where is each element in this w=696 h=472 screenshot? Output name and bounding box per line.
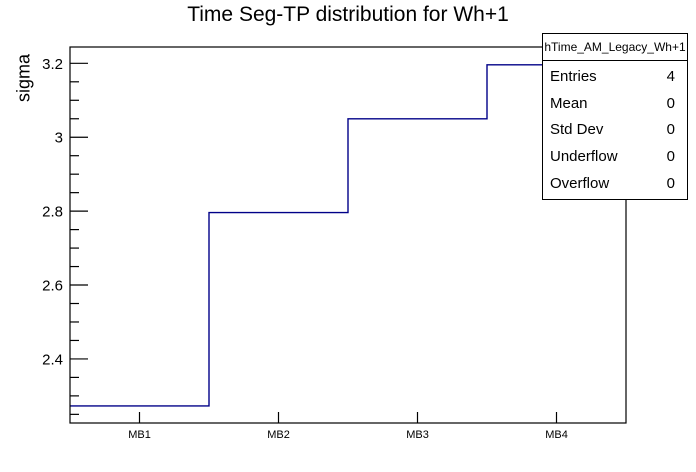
- stats-row: Mean 0: [550, 95, 675, 112]
- x-tick-label: MB1: [128, 429, 151, 441]
- plot-frame: [69, 46, 627, 424]
- x-tick-label: MB2: [267, 429, 290, 441]
- y-tick-label: 3.2: [42, 56, 63, 73]
- stats-row-label: Entries: [550, 67, 597, 85]
- y-tick-label: 2.8: [42, 204, 63, 221]
- y-tick-label: 2.6: [42, 278, 63, 295]
- stats-row: Entries 4: [550, 68, 675, 85]
- stats-row-label: Std Dev: [550, 121, 604, 139]
- stats-row-value: 0: [666, 148, 675, 166]
- y-tick-label: 3: [55, 130, 63, 147]
- x-tick-label: MB4: [545, 429, 568, 441]
- y-tick-label: 2.4: [42, 351, 63, 368]
- stats-row-value: 0: [666, 94, 675, 112]
- stats-box: hTime_AM_Legacy_Wh+1 Entries 4 Mean 0 St…: [542, 33, 688, 200]
- stats-row: Std Dev 0: [550, 121, 675, 138]
- chart-title: Time Seg-TP distribution for Wh+1: [187, 3, 509, 26]
- stats-row: Underflow 0: [550, 148, 675, 165]
- stats-row-label: Underflow: [550, 148, 618, 166]
- stats-row-value: 0: [666, 121, 675, 139]
- histogram-step-line: [70, 64, 626, 407]
- stats-row-label: Overflow: [550, 175, 610, 193]
- stats-row-label: Mean: [550, 94, 588, 112]
- x-tick-label: MB3: [406, 429, 429, 441]
- stats-row: Overflow 0: [550, 175, 675, 192]
- stats-box-title: hTime_AM_Legacy_Wh+1: [543, 34, 687, 61]
- stats-row-value: 0: [666, 175, 675, 193]
- stats-row-value: 4: [666, 67, 675, 85]
- stats-rows: Entries 4 Mean 0 Std Dev 0 Underflow 0 O…: [543, 61, 687, 199]
